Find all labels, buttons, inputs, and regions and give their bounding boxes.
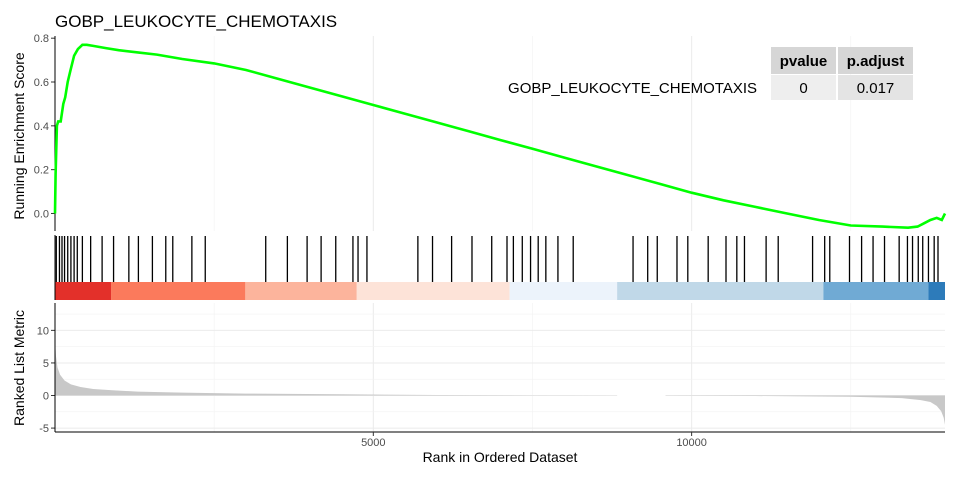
metric-band: [55, 282, 112, 300]
x-axis-tick-label: 5000: [361, 437, 385, 449]
metric-band: [928, 282, 945, 300]
enrichment-y-tick-label: 0.6: [34, 77, 49, 89]
metric-band: [356, 282, 510, 300]
ranked-metric-y-tick-label: 5: [43, 358, 49, 370]
ranked-metric-y-tick-label: -5: [39, 423, 49, 435]
ranked-metric-gap: [617, 392, 666, 399]
stats-table: pvalue p.adjust GOBP_LEUKOCYTE_CHEMOTAXI…: [508, 47, 913, 100]
metric-band: [617, 282, 824, 300]
enrichment-y-axis-title: Running Enrichment Score: [11, 52, 27, 220]
running-enrichment-line: [53, 43, 947, 230]
enrichment-y-tick-label: 0.2: [34, 165, 49, 177]
gene-hit-marks: [55, 236, 939, 283]
metric-band: [111, 282, 246, 300]
enrichment-y-ticks: 0.0 0.2 0.4 0.6 0.8: [34, 33, 55, 220]
stats-header-pvalue-cell: [771, 47, 836, 74]
stats-header-pvalue: pvalue: [780, 53, 828, 70]
ranked-metric-y-axis-title: Ranked List Metric: [11, 310, 27, 426]
ranked-metric-y-tick-label: 10: [37, 325, 49, 337]
stats-row-label: GOBP_LEUKOCYTE_CHEMOTAXIS: [508, 80, 757, 97]
stats-value-padjust-cell: [838, 75, 913, 100]
metric-band: [823, 282, 929, 300]
x-axis-tick-label: 10000: [676, 437, 707, 449]
stats-value-pvalue-cell: [771, 75, 836, 100]
stats-header-padjust-cell: [838, 47, 913, 74]
enrichment-y-tick-label: 0.4: [34, 121, 49, 133]
chart-title: GOBP_LEUKOCYTE_CHEMOTAXIS: [55, 12, 337, 31]
metric-band: [509, 282, 618, 300]
ranked-metric-y-ticks: -5 0 5 10: [37, 325, 55, 435]
enrichment-gridlines: [213, 36, 852, 231]
enrichment-y-tick-label: 0.0: [34, 208, 49, 220]
ranked-metric-y-tick-label: 0: [43, 391, 49, 403]
ranked-metric-gridlines: [55, 303, 945, 432]
enrichment-y-tick-label: 0.8: [34, 33, 49, 45]
metric-color-bands: [55, 282, 945, 300]
stats-value-padjust: 0.017: [857, 80, 895, 97]
metric-band: [245, 282, 357, 300]
x-axis-ticks: 5000 10000: [361, 432, 707, 449]
stats-value-pvalue: 0: [799, 80, 807, 97]
stats-header-padjust: p.adjust: [847, 53, 905, 70]
x-axis-title: Rank in Ordered Dataset: [423, 449, 578, 465]
